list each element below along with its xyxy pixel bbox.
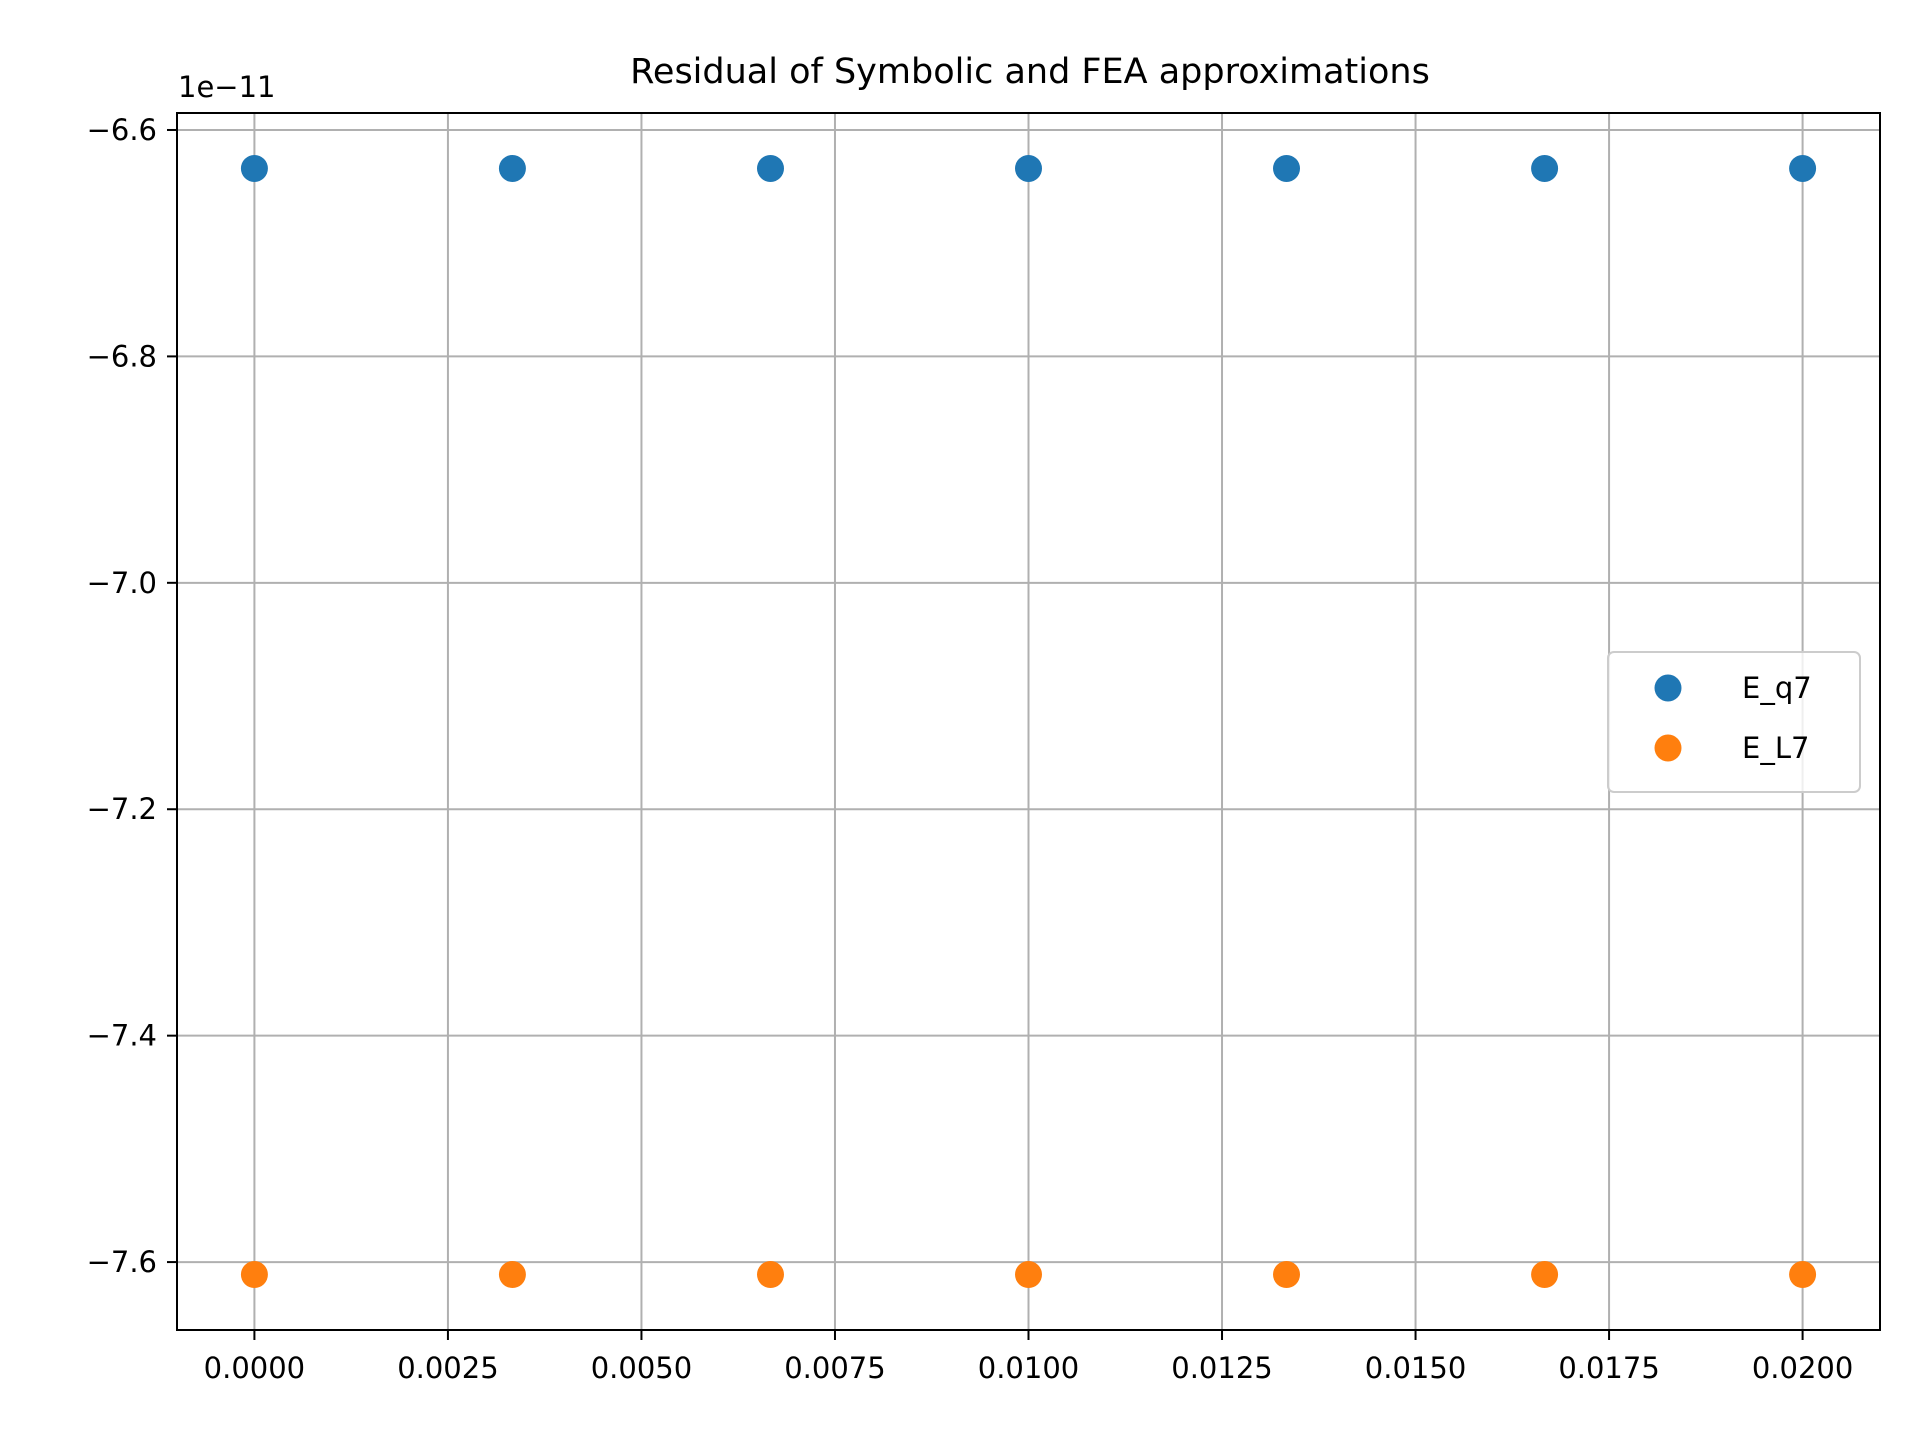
legend-marker <box>1654 674 1682 702</box>
axis-ticks: 0.0000 0.0025 0.0050 0.0075 0.0100 0.0125 0.01… <box>87 113 1854 1385</box>
point-e-l7 <box>1789 1261 1817 1289</box>
x-tick-label: 0.0125 <box>1171 1351 1272 1385</box>
point-e-q7 <box>756 154 784 182</box>
x-tick-label: 0.0100 <box>978 1351 1079 1385</box>
x-tick-label: 0.0075 <box>784 1351 885 1385</box>
point-e-l7 <box>498 1261 526 1289</box>
point-e-l7 <box>756 1261 784 1289</box>
chart-title: Residual of Symbolic and FEA approximati… <box>630 52 1430 92</box>
y-tick-label: −7.2 <box>87 792 157 826</box>
point-e-l7 <box>240 1261 268 1289</box>
x-tick-label: 0.0200 <box>1752 1351 1853 1385</box>
point-e-l7 <box>1531 1261 1559 1289</box>
legend-label: E_L7 <box>1742 731 1809 765</box>
data-points <box>240 154 1817 1289</box>
legend-marker <box>1654 734 1682 762</box>
y-axis-offset-label: 1e−11 <box>178 70 276 104</box>
y-tick-label: −7.6 <box>87 1245 157 1279</box>
legend-box <box>1607 651 1861 793</box>
x-tick-label: 0.0150 <box>1365 1351 1466 1385</box>
point-e-q7 <box>1015 154 1042 182</box>
point-e-q7 <box>498 154 526 182</box>
y-tick-label: −6.8 <box>87 339 157 373</box>
plot-area-frame <box>176 112 1881 1331</box>
point-e-l7 <box>1273 1261 1301 1289</box>
point-e-q7 <box>1531 154 1559 182</box>
x-tick-label: 0.0175 <box>1558 1351 1659 1385</box>
point-e-l7 <box>1015 1261 1042 1289</box>
y-tick-label: −6.6 <box>87 113 157 147</box>
x-tick-label: 0.0025 <box>397 1351 498 1385</box>
x-tick-label: 0.0050 <box>591 1351 692 1385</box>
point-e-q7 <box>240 154 268 182</box>
point-e-q7 <box>1789 154 1817 182</box>
y-tick-label: −7.4 <box>87 1019 157 1053</box>
y-tick-label: −7.0 <box>87 566 157 600</box>
x-tick-label: 0.0000 <box>204 1351 305 1385</box>
point-e-q7 <box>1273 154 1301 182</box>
legend: E_q7 E_L7 <box>1607 651 1861 793</box>
legend-label: E_q7 <box>1742 671 1812 705</box>
